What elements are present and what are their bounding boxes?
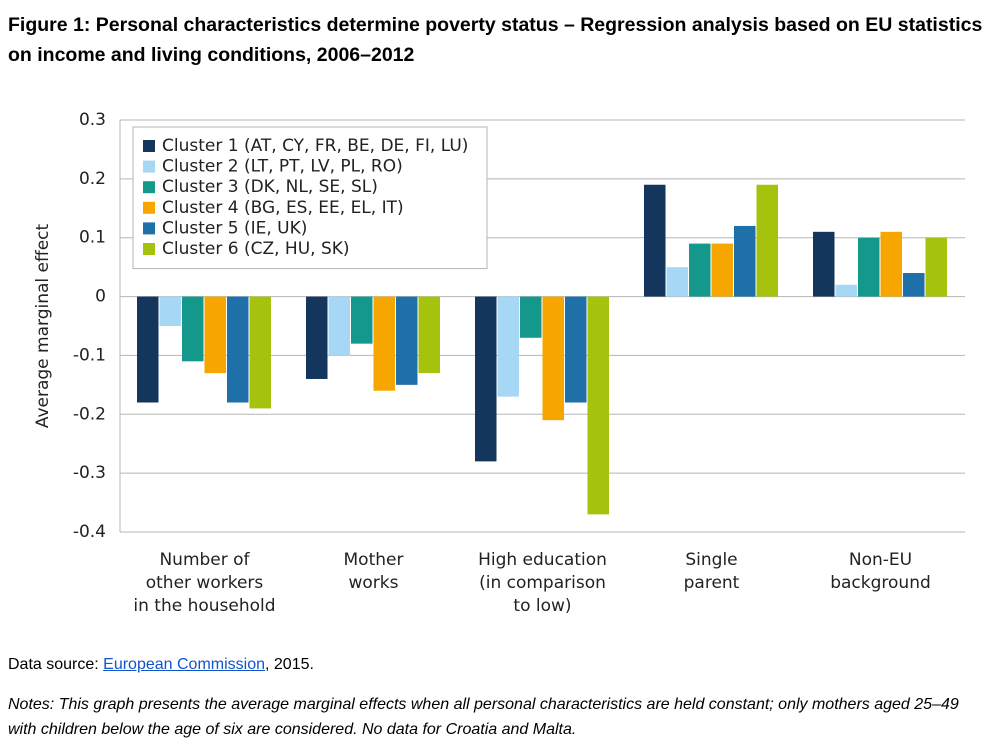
bar [475, 296, 497, 462]
bar [182, 296, 204, 362]
legend-box [132, 126, 488, 270]
x-tick-label: Non-EU background [830, 550, 931, 593]
bar [734, 225, 756, 297]
bar [418, 296, 440, 374]
x-tick-label: High education (in comparison to low) [478, 550, 607, 616]
source-suffix: , 2015. [265, 656, 314, 673]
bar [858, 237, 880, 297]
legend-label: Cluster 5 (IE, UK) [162, 218, 307, 238]
y-tick-label: -0.3 [73, 463, 106, 483]
bar [328, 296, 350, 356]
notes: Notes: This graph presents the average m… [8, 696, 959, 738]
source-prefix: Data source: [8, 656, 104, 673]
bar [689, 243, 711, 297]
x-tick-label: Single parent [684, 550, 740, 593]
legend-label: Cluster 1 (AT, CY, FR, BE, DE, FI, LU) [162, 136, 468, 156]
bar [587, 296, 609, 515]
bar [227, 296, 249, 403]
bar [249, 296, 271, 409]
legend-label: Cluster 6 (CZ, HU, SK) [162, 239, 350, 259]
y-tick-label: 0.2 [79, 169, 106, 189]
legend-swatch [143, 243, 155, 255]
legend-swatch [143, 160, 155, 173]
bar [880, 231, 902, 297]
bar [306, 296, 328, 379]
bar [666, 267, 688, 297]
legend-swatch [143, 222, 155, 235]
bar [373, 296, 395, 391]
bar [711, 243, 733, 297]
bar [520, 296, 542, 338]
x-tick-label: Mother works [344, 550, 404, 593]
bar [925, 237, 947, 297]
legend-label: Cluster 2 (LT, PT, LV, PL, RO) [162, 157, 403, 177]
chart: Average marginal effect 0.3 0.2 0.1 0 -0.1 -0.… [33, 110, 965, 616]
legend-swatch [143, 140, 155, 152]
bar [644, 184, 666, 297]
y-tick-label: -0.2 [73, 404, 106, 424]
chart-title: Figure 1: Personal characteristics deter… [8, 14, 983, 66]
bar [204, 296, 226, 374]
y-tick-label: 0.3 [79, 110, 106, 130]
legend-swatch [143, 181, 155, 194]
bar [903, 273, 925, 297]
bar [137, 296, 159, 403]
bar [565, 296, 587, 403]
y-axis-label: Average marginal effect [33, 223, 53, 428]
y-tick-label: -0.1 [73, 345, 106, 365]
y-tick-label: 0 [95, 287, 106, 307]
y-tick-label: -0.4 [73, 522, 106, 542]
bar [351, 296, 373, 344]
legend-label: Cluster 4 (BG, ES, EE, EL, IT) [162, 198, 404, 218]
y-tick-label: 0.1 [79, 228, 106, 248]
bar [396, 296, 418, 385]
bar [756, 184, 778, 297]
source: Data source: European Commission, 2015. [8, 656, 314, 674]
source-link[interactable]: European Commission [103, 656, 266, 673]
x-tick-label: Number of other workers in the household [133, 550, 275, 616]
bar [542, 296, 564, 421]
bar [813, 231, 835, 297]
bar [835, 284, 857, 297]
bar [497, 296, 519, 397]
bar [159, 296, 181, 326]
legend-swatch [143, 201, 155, 214]
legend-label: Cluster 3 (DK, NL, SE, SL) [162, 177, 378, 197]
